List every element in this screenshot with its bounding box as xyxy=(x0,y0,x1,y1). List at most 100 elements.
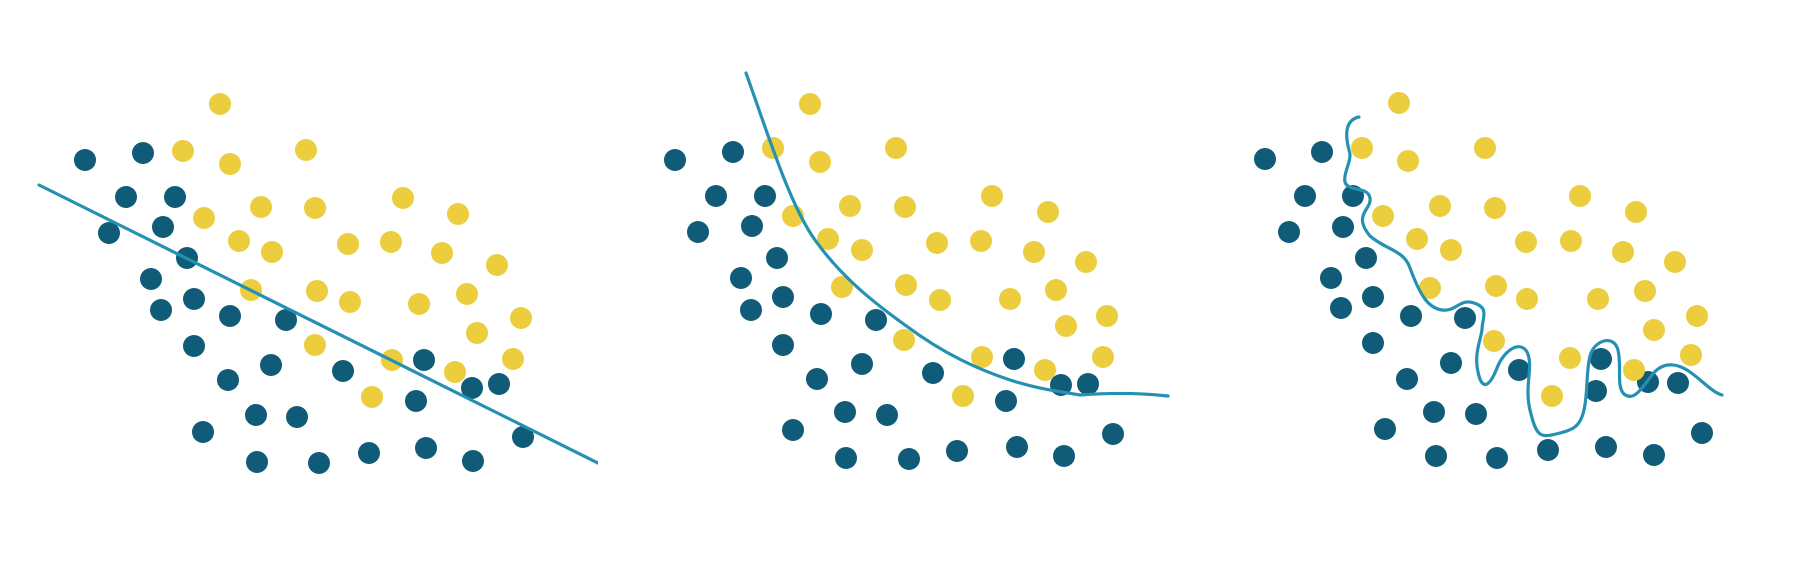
class-b-point xyxy=(250,196,272,218)
class-a-point xyxy=(1425,445,1447,467)
class-a-point xyxy=(286,406,308,428)
class-a-point xyxy=(132,142,154,164)
class-b-point xyxy=(1559,347,1581,369)
class-b-point xyxy=(1483,330,1505,352)
class-b-point xyxy=(1664,251,1686,273)
class-a-point xyxy=(1362,286,1384,308)
class-a-point xyxy=(1362,332,1384,354)
class-a-point xyxy=(730,267,752,289)
class-b-point xyxy=(839,195,861,217)
class-b-point xyxy=(1034,359,1056,381)
class-a-point xyxy=(1508,359,1530,381)
class-b-point xyxy=(1587,288,1609,310)
class-b-point xyxy=(1541,385,1563,407)
class-b-point xyxy=(1397,150,1419,172)
class-b-point xyxy=(1372,205,1394,227)
class-b-point xyxy=(1515,231,1537,253)
class-b-point xyxy=(361,386,383,408)
class-a-point xyxy=(183,335,205,357)
class-b-point xyxy=(817,228,839,250)
class-b-point xyxy=(1474,137,1496,159)
class-b-point xyxy=(1055,315,1077,337)
class-b-point xyxy=(1634,280,1656,302)
class-b-point xyxy=(1037,201,1059,223)
class-a-point xyxy=(358,442,380,464)
class-a-point xyxy=(461,377,483,399)
class-b-point xyxy=(831,276,853,298)
class-a-point xyxy=(1278,221,1300,243)
class-a-point xyxy=(1595,436,1617,458)
class-a-point xyxy=(898,448,920,470)
class-a-point xyxy=(851,353,873,375)
class-b-point xyxy=(1388,92,1410,114)
class-b-point xyxy=(172,140,194,162)
class-b-point xyxy=(219,153,241,175)
class-a-point xyxy=(687,221,709,243)
class-a-point xyxy=(806,368,828,390)
class-b-point xyxy=(970,230,992,252)
class-b-point xyxy=(1351,137,1373,159)
class-b-point xyxy=(799,93,821,115)
class-a-point xyxy=(140,268,162,290)
class-b-point xyxy=(981,185,1003,207)
class-b-point xyxy=(306,280,328,302)
class-a-point xyxy=(192,421,214,443)
class-b-point xyxy=(1569,185,1591,207)
class-b-point xyxy=(304,197,326,219)
class-a-point xyxy=(246,451,268,473)
class-b-point xyxy=(999,288,1021,310)
class-a-point xyxy=(245,404,267,426)
panel-linear-boundary xyxy=(37,93,598,474)
class-b-point xyxy=(1429,195,1451,217)
class-b-point xyxy=(1623,359,1645,381)
class-a-point xyxy=(415,437,437,459)
class-a-point xyxy=(275,309,297,331)
class-a-point xyxy=(219,305,241,327)
class-b-point xyxy=(337,233,359,255)
class-b-point xyxy=(408,293,430,315)
class-a-point xyxy=(810,303,832,325)
class-b-point xyxy=(1686,305,1708,327)
class-a-point xyxy=(1003,348,1025,370)
class-b-point xyxy=(295,139,317,161)
class-a-point xyxy=(946,440,968,462)
class-b-point xyxy=(1406,228,1428,250)
class-b-point xyxy=(431,242,453,264)
class-a-point xyxy=(664,149,686,171)
class-a-point xyxy=(462,450,484,472)
class-b-points xyxy=(1351,92,1708,407)
class-a-point xyxy=(1590,348,1612,370)
class-a-point xyxy=(1077,373,1099,395)
class-b-point xyxy=(851,239,873,261)
class-a-point xyxy=(782,419,804,441)
class-a-point xyxy=(865,309,887,331)
class-b-point xyxy=(261,241,283,263)
class-a-point xyxy=(1294,185,1316,207)
class-b-point xyxy=(193,207,215,229)
class-a-point xyxy=(164,186,186,208)
class-b-point xyxy=(1440,239,1462,261)
overfit-decision-boundary xyxy=(1343,115,1724,438)
class-b-point xyxy=(1560,230,1582,252)
class-a-point xyxy=(705,185,727,207)
class-b-point xyxy=(1075,251,1097,273)
class-a-point xyxy=(512,426,534,448)
class-b-point xyxy=(1419,277,1441,299)
class-b-point xyxy=(926,232,948,254)
class-b-point xyxy=(447,203,469,225)
class-a-point xyxy=(1320,267,1342,289)
class-a-point xyxy=(1311,141,1333,163)
class-a-point xyxy=(1691,422,1713,444)
class-b-point xyxy=(1092,346,1114,368)
class-b-point xyxy=(1625,201,1647,223)
class-b-point xyxy=(304,334,326,356)
class-b-point xyxy=(392,187,414,209)
class-b-point xyxy=(929,289,951,311)
panel-smooth-boundary xyxy=(664,71,1170,470)
class-b-points xyxy=(172,93,532,408)
class-a-point xyxy=(1355,247,1377,269)
class-a-point xyxy=(115,186,137,208)
class-a-point xyxy=(754,185,776,207)
class-a-point xyxy=(740,299,762,321)
